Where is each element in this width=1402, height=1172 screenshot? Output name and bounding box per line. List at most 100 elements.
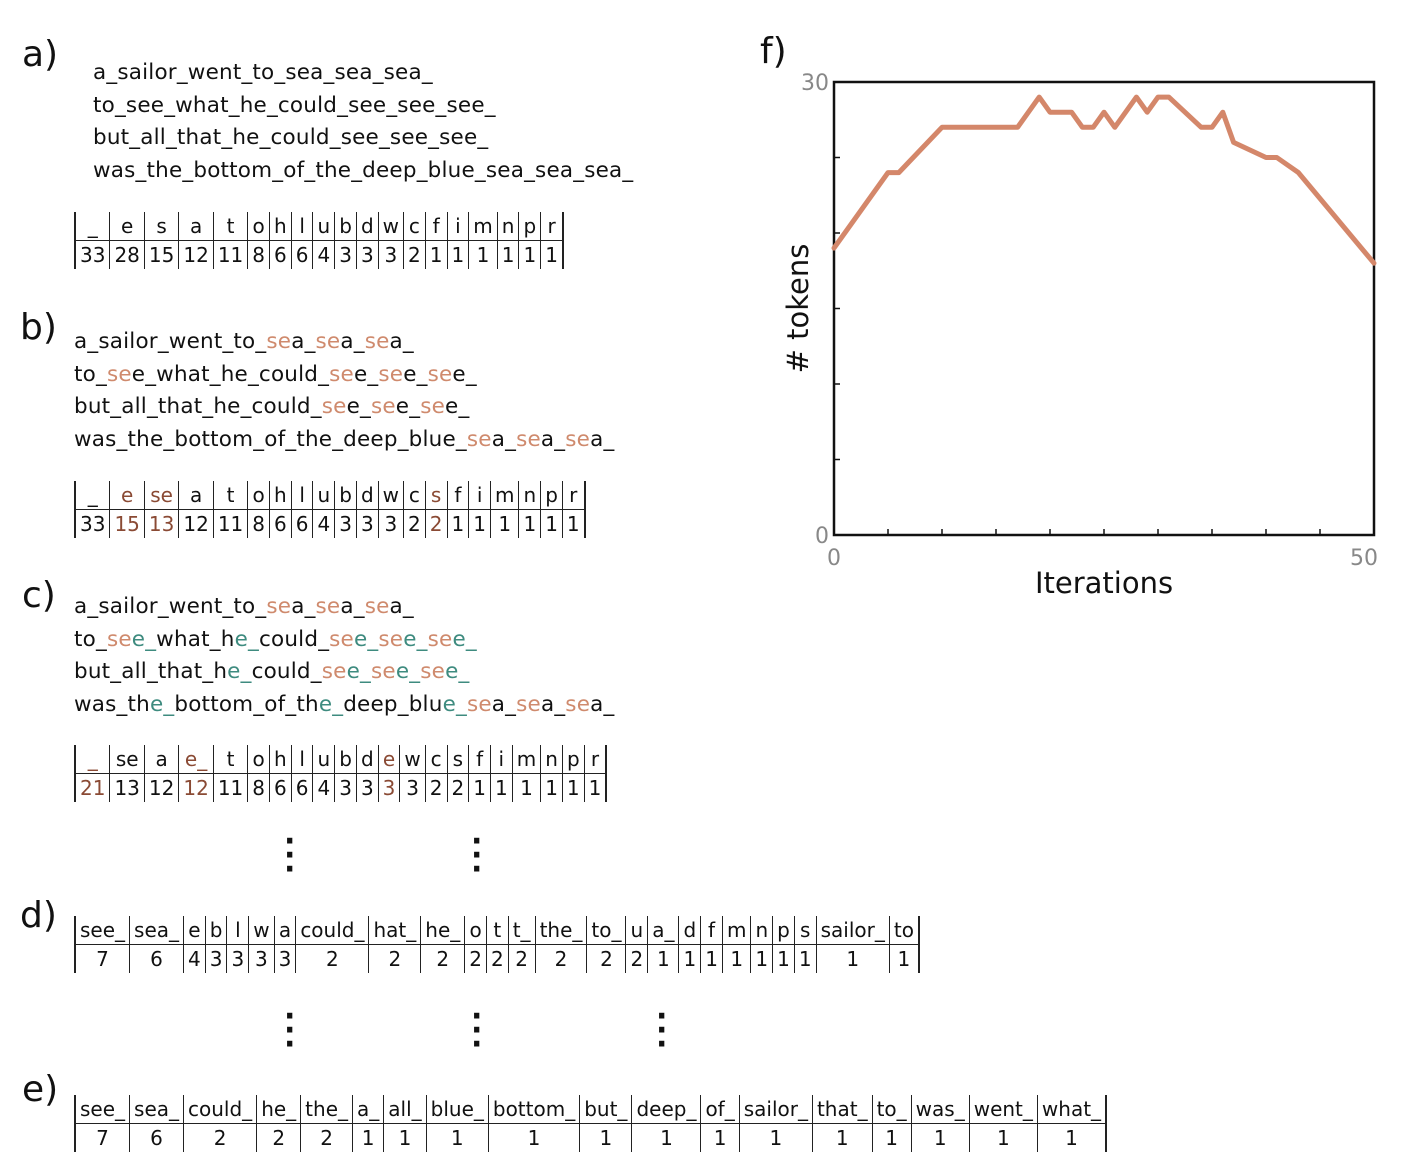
token-cell: t_ bbox=[507, 916, 536, 945]
token-cell: could_ bbox=[183, 1095, 257, 1124]
token-cell: n bbox=[518, 481, 541, 510]
ellipsis-dots: · · · bbox=[284, 999, 296, 1062]
freq-table-a: _ e s a t o h l u b d w c f i m n p r 33 28 15 12 11 8 6 6 4 3 3 3 2 1 1 1… bbox=[74, 212, 564, 269]
count-cell: 1 bbox=[468, 509, 491, 538]
count-cell: 6 bbox=[269, 509, 292, 538]
sentence-text: deep_blu bbox=[343, 692, 443, 718]
count-cell: 6 bbox=[290, 773, 313, 802]
sentence-text: e_ bbox=[445, 394, 470, 420]
count-cell: 12 bbox=[178, 509, 214, 538]
sentence-text: a_ bbox=[340, 594, 365, 619]
count-cell: 4 bbox=[312, 240, 335, 269]
count-cell: 3 bbox=[399, 773, 426, 802]
token-cell: he_ bbox=[420, 916, 465, 945]
merged-pair: se bbox=[321, 394, 347, 420]
token-cell: was_ bbox=[910, 1095, 970, 1124]
token-cell: d bbox=[355, 745, 379, 774]
count-cell: 13 bbox=[143, 509, 179, 538]
count-cell: 6 bbox=[129, 1123, 184, 1152]
merged-pair: se bbox=[565, 427, 591, 453]
merged-pair: se bbox=[106, 626, 132, 652]
count-cell: 1 bbox=[351, 1123, 384, 1152]
merged-pair: se bbox=[516, 692, 541, 718]
sentence-text: a_ bbox=[389, 329, 414, 354]
token-cell: s bbox=[446, 745, 469, 774]
token-cell: o bbox=[247, 212, 270, 241]
sentence-line: was_the_bottom_of_the_deep_blue_sea_sea_… bbox=[74, 424, 614, 457]
merged-pair: e_ bbox=[395, 659, 421, 685]
merged-pair: se bbox=[516, 427, 541, 453]
token-cell: hat_ bbox=[368, 916, 421, 945]
token-cell: f bbox=[468, 745, 491, 774]
merged-pair: e_ bbox=[442, 692, 467, 718]
count-cell: 1 bbox=[815, 944, 890, 973]
token-cell: e bbox=[109, 212, 145, 241]
token-cell: l bbox=[226, 916, 249, 945]
sentence-text: a_ bbox=[540, 692, 566, 718]
count-cell: 1 bbox=[540, 509, 563, 538]
merged-pair: se bbox=[370, 659, 396, 685]
token-cell: c bbox=[403, 481, 426, 510]
token-cell: a bbox=[143, 745, 179, 774]
count-cell: 3 bbox=[204, 944, 227, 973]
token-cell: blue_ bbox=[425, 1095, 489, 1124]
merged-pair: e_ bbox=[131, 626, 157, 652]
sentences-b: a_sailor_went_to_sea_sea_sea_ to_see_what… bbox=[74, 326, 614, 457]
token-cell: _ bbox=[75, 481, 110, 510]
token-cell: h bbox=[269, 745, 292, 774]
merged-pair: se bbox=[378, 626, 404, 652]
sentence-text: a_ bbox=[590, 427, 615, 453]
sentence-text: but_all_that_h bbox=[74, 659, 228, 685]
token-cell: m bbox=[489, 481, 519, 510]
count-cell: 3 bbox=[334, 509, 357, 538]
sentence-line: a_sailor_went_to_sea_sea_sea_ bbox=[74, 591, 614, 624]
token-cell: b bbox=[334, 212, 357, 241]
count-cell: 8 bbox=[247, 509, 270, 538]
token-cell: a_ bbox=[351, 1095, 384, 1124]
merged-pair: e_ bbox=[403, 626, 428, 652]
token-cell: a bbox=[178, 212, 214, 241]
token-cell: w bbox=[248, 916, 275, 945]
token-cell: of_ bbox=[700, 1095, 740, 1124]
count-cell: 1 bbox=[700, 1123, 740, 1152]
count-cell: 15 bbox=[143, 240, 179, 269]
count-cell: 15 bbox=[109, 509, 145, 538]
sentence-text: a_sailor_went_to_ bbox=[74, 594, 267, 619]
ellipsis-dots: · · · bbox=[284, 824, 296, 887]
count-cell: 1 bbox=[383, 1123, 427, 1152]
sentence-line: to_see_what_he_could_see_see_see_ bbox=[74, 359, 614, 392]
token-cell: h bbox=[269, 481, 292, 510]
token-cell: to_ bbox=[586, 916, 626, 945]
panel-label-e: e) bbox=[22, 1069, 59, 1110]
plot-frame bbox=[832, 80, 1376, 537]
token-cell: t bbox=[212, 212, 248, 241]
count-cell: 1 bbox=[518, 240, 541, 269]
count-cell: 2 bbox=[256, 1123, 301, 1152]
count-cell: 1 bbox=[579, 1123, 632, 1152]
token-cell: u bbox=[625, 916, 648, 945]
token-cell: f bbox=[446, 481, 469, 510]
merged-pair: e_ bbox=[227, 659, 252, 685]
token-cell: t bbox=[212, 745, 248, 774]
count-cell: 3 bbox=[226, 944, 249, 973]
token-cell: i bbox=[489, 745, 513, 774]
count-cell: 4 bbox=[312, 773, 335, 802]
sentence-line: but_all_that_he_could_see_see_see_ bbox=[93, 122, 633, 155]
count-cell: 2 bbox=[586, 944, 626, 973]
token-cell: u bbox=[312, 745, 335, 774]
token-cell: d bbox=[355, 481, 379, 510]
y-axis-label: # tokens bbox=[781, 244, 815, 374]
sentence-text: what_h bbox=[156, 626, 235, 652]
count-cell: 2 bbox=[424, 773, 447, 802]
count-cell: 2 bbox=[403, 509, 426, 538]
count-cell: 2 bbox=[464, 944, 487, 973]
token-cell: a_ bbox=[647, 916, 679, 945]
token-cell: b bbox=[204, 916, 227, 945]
count-cell: 1 bbox=[700, 944, 723, 973]
sentence-text: but_all_that_he_could_see_see_see_ bbox=[93, 125, 489, 151]
count-cell: 1 bbox=[468, 773, 491, 802]
count-cell: 1 bbox=[910, 1123, 970, 1152]
ellipsis-dots: · · · bbox=[656, 999, 668, 1062]
count-cell: 1 bbox=[871, 1123, 912, 1152]
count-cell: 1 bbox=[540, 773, 563, 802]
